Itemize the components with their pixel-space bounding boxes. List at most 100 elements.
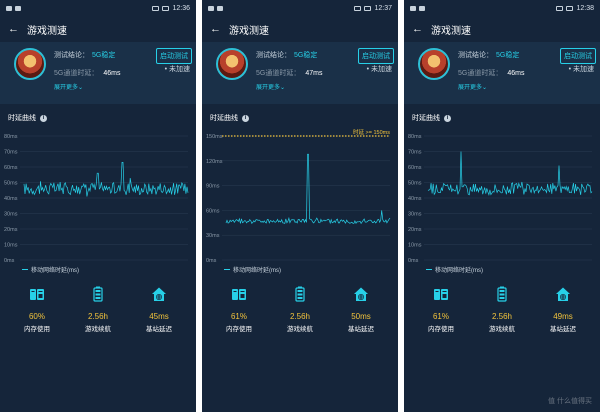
memory-label: 内存使用 [428, 326, 454, 333]
legend-label: 移动网络时延(ms) [31, 268, 79, 274]
y-tick-label: 50ms [4, 181, 18, 187]
battery-stat: 2.56h 游戏续航 [477, 286, 527, 333]
y-tick-label: 30ms [206, 233, 220, 239]
memory-label: 内存使用 [226, 326, 252, 333]
station-value: 50ms [351, 312, 371, 321]
delay-label: 5G通道时延： [54, 70, 99, 77]
legend-swatch [426, 269, 432, 270]
section-title: 时延曲线 i [8, 113, 47, 123]
info-icon[interactable]: i [40, 114, 47, 122]
battery-value: 2.56h [289, 312, 311, 321]
chevron-down-icon: ⌄ [482, 85, 488, 91]
conclusion: 测试结论： 5G稳定 [54, 50, 115, 60]
expand-more-link[interactable]: 展开更多⌄ [256, 82, 285, 91]
section-title-text: 时延曲线 [412, 115, 440, 122]
legend-label: 移动网络时延(ms) [233, 268, 281, 274]
memory-stat: 61% 内存使用 [214, 286, 264, 333]
battery-stat: 2.56h 游戏续航 [73, 286, 123, 333]
status-bar: 12:37 [202, 0, 398, 16]
arrow-left-icon[interactable]: ← [210, 22, 221, 35]
expand-more-link[interactable]: 展开更多⌄ [458, 82, 487, 91]
arrow-left-icon[interactable]: ← [412, 22, 423, 35]
watermark: 值 什么值得买 [548, 398, 592, 405]
chart-legend: 移动网络时延(ms) [224, 265, 281, 274]
station-label: 基站延迟 [348, 326, 374, 333]
y-tick-label: 0ms [4, 258, 15, 264]
page-title: 游戏测速 [229, 25, 269, 37]
latency-chart: 150ms 120ms 90ms 60ms 30ms 0ms 时延 >= 150ms [206, 128, 391, 264]
memory-label: 内存使用 [24, 326, 50, 333]
legend-swatch [22, 269, 28, 270]
y-tick-label: 150ms [206, 134, 223, 140]
battery-icon [295, 286, 305, 302]
sd-card-icon [232, 289, 246, 300]
top-bar: ← 游戏测速 [404, 16, 600, 42]
accel-status: • 未加速 [366, 66, 392, 73]
conclusion-value: 5G稳定 [92, 52, 116, 59]
battery-status-icon [364, 5, 372, 11]
y-tick-label: 60ms [206, 208, 220, 214]
notification-icon [15, 5, 21, 11]
y-tick-label: 50ms [408, 181, 422, 187]
phone-screen-1: 12:36 ← 游戏测速 测试结论： 5G稳定 启动测试 • 未加速 5G通道时延… [0, 0, 196, 412]
start-test-button[interactable]: 启动测试 [358, 48, 394, 64]
latency-series-line [225, 153, 391, 225]
info-icon[interactable]: i [444, 114, 451, 122]
game-avatar [418, 48, 450, 80]
notification-icon [410, 5, 416, 11]
battery-value: 2.56h [491, 312, 513, 321]
y-tick-label: 70ms [4, 150, 18, 156]
memory-stat: 60% 内存使用 [12, 286, 62, 333]
section-title-text: 时延曲线 [8, 115, 36, 122]
clock: 12:37 [374, 4, 392, 12]
info-panel: 测试结论： 5G稳定 启动测试 • 未加速 5G通道时延： 47ms 展开更多⌄ [202, 42, 398, 104]
top-bar: ← 游戏测速 [202, 16, 398, 42]
delay-value: 47ms [305, 70, 323, 77]
memory-value: 61% [432, 312, 449, 321]
station-stat: 50ms 基站延迟 [336, 286, 386, 333]
expand-label: 展开更多 [256, 85, 281, 91]
delay-label: 5G通道时延： [256, 70, 301, 77]
expand-more-link[interactable]: 展开更多⌄ [54, 82, 83, 91]
conclusion-value: 5G稳定 [294, 52, 318, 59]
sd-card-icon [30, 289, 44, 300]
station-label: 基站延迟 [550, 326, 576, 333]
delay-row: 5G通道时延： 46ms [458, 68, 524, 78]
page-title: 游戏测速 [431, 25, 471, 37]
y-tick-label: 30ms [408, 212, 422, 218]
game-avatar [216, 48, 248, 80]
delay-row: 5G通道时延： 46ms [54, 68, 120, 78]
accel-status: • 未加速 [164, 66, 190, 73]
chevron-down-icon: ⌄ [78, 85, 84, 91]
expand-label: 展开更多 [458, 85, 483, 91]
latency-series-line [23, 162, 189, 197]
legend-swatch [224, 269, 230, 270]
sd-card-icon [434, 289, 448, 300]
arrow-left-icon[interactable]: ← [8, 22, 19, 35]
delay-value: 46ms [507, 70, 525, 77]
y-tick-label: 90ms [206, 184, 220, 190]
delay-row: 5G通道时延： 47ms [256, 68, 322, 78]
start-test-button[interactable]: 启动测试 [560, 48, 596, 64]
globe-house-icon [152, 287, 166, 301]
y-tick-label: 20ms [408, 227, 422, 233]
memory-stat: 61% 内存使用 [416, 286, 466, 333]
y-tick-label: 20ms [4, 227, 18, 233]
top-bar: ← 游戏测速 [0, 16, 196, 42]
status-bar: 12:38 [404, 0, 600, 16]
station-label: 基站延迟 [146, 326, 172, 333]
station-stat: 45ms 基站延迟 [134, 286, 184, 333]
battery-icon [93, 286, 103, 302]
notification-icon [6, 5, 12, 11]
conclusion-value: 5G稳定 [496, 52, 520, 59]
chart-legend: 移动网络时延(ms) [426, 265, 483, 274]
conclusion-label: 测试结论： [54, 52, 89, 59]
clock: 12:36 [172, 4, 190, 12]
clock: 12:38 [576, 4, 594, 12]
start-test-button[interactable]: 启动测试 [156, 48, 192, 64]
delay-label: 5G通道时延： [458, 70, 503, 77]
info-icon[interactable]: i [242, 114, 249, 122]
conclusion: 测试结论： 5G稳定 [458, 50, 519, 60]
battery-label: 游戏续航 [287, 326, 313, 333]
expand-label: 展开更多 [54, 85, 79, 91]
